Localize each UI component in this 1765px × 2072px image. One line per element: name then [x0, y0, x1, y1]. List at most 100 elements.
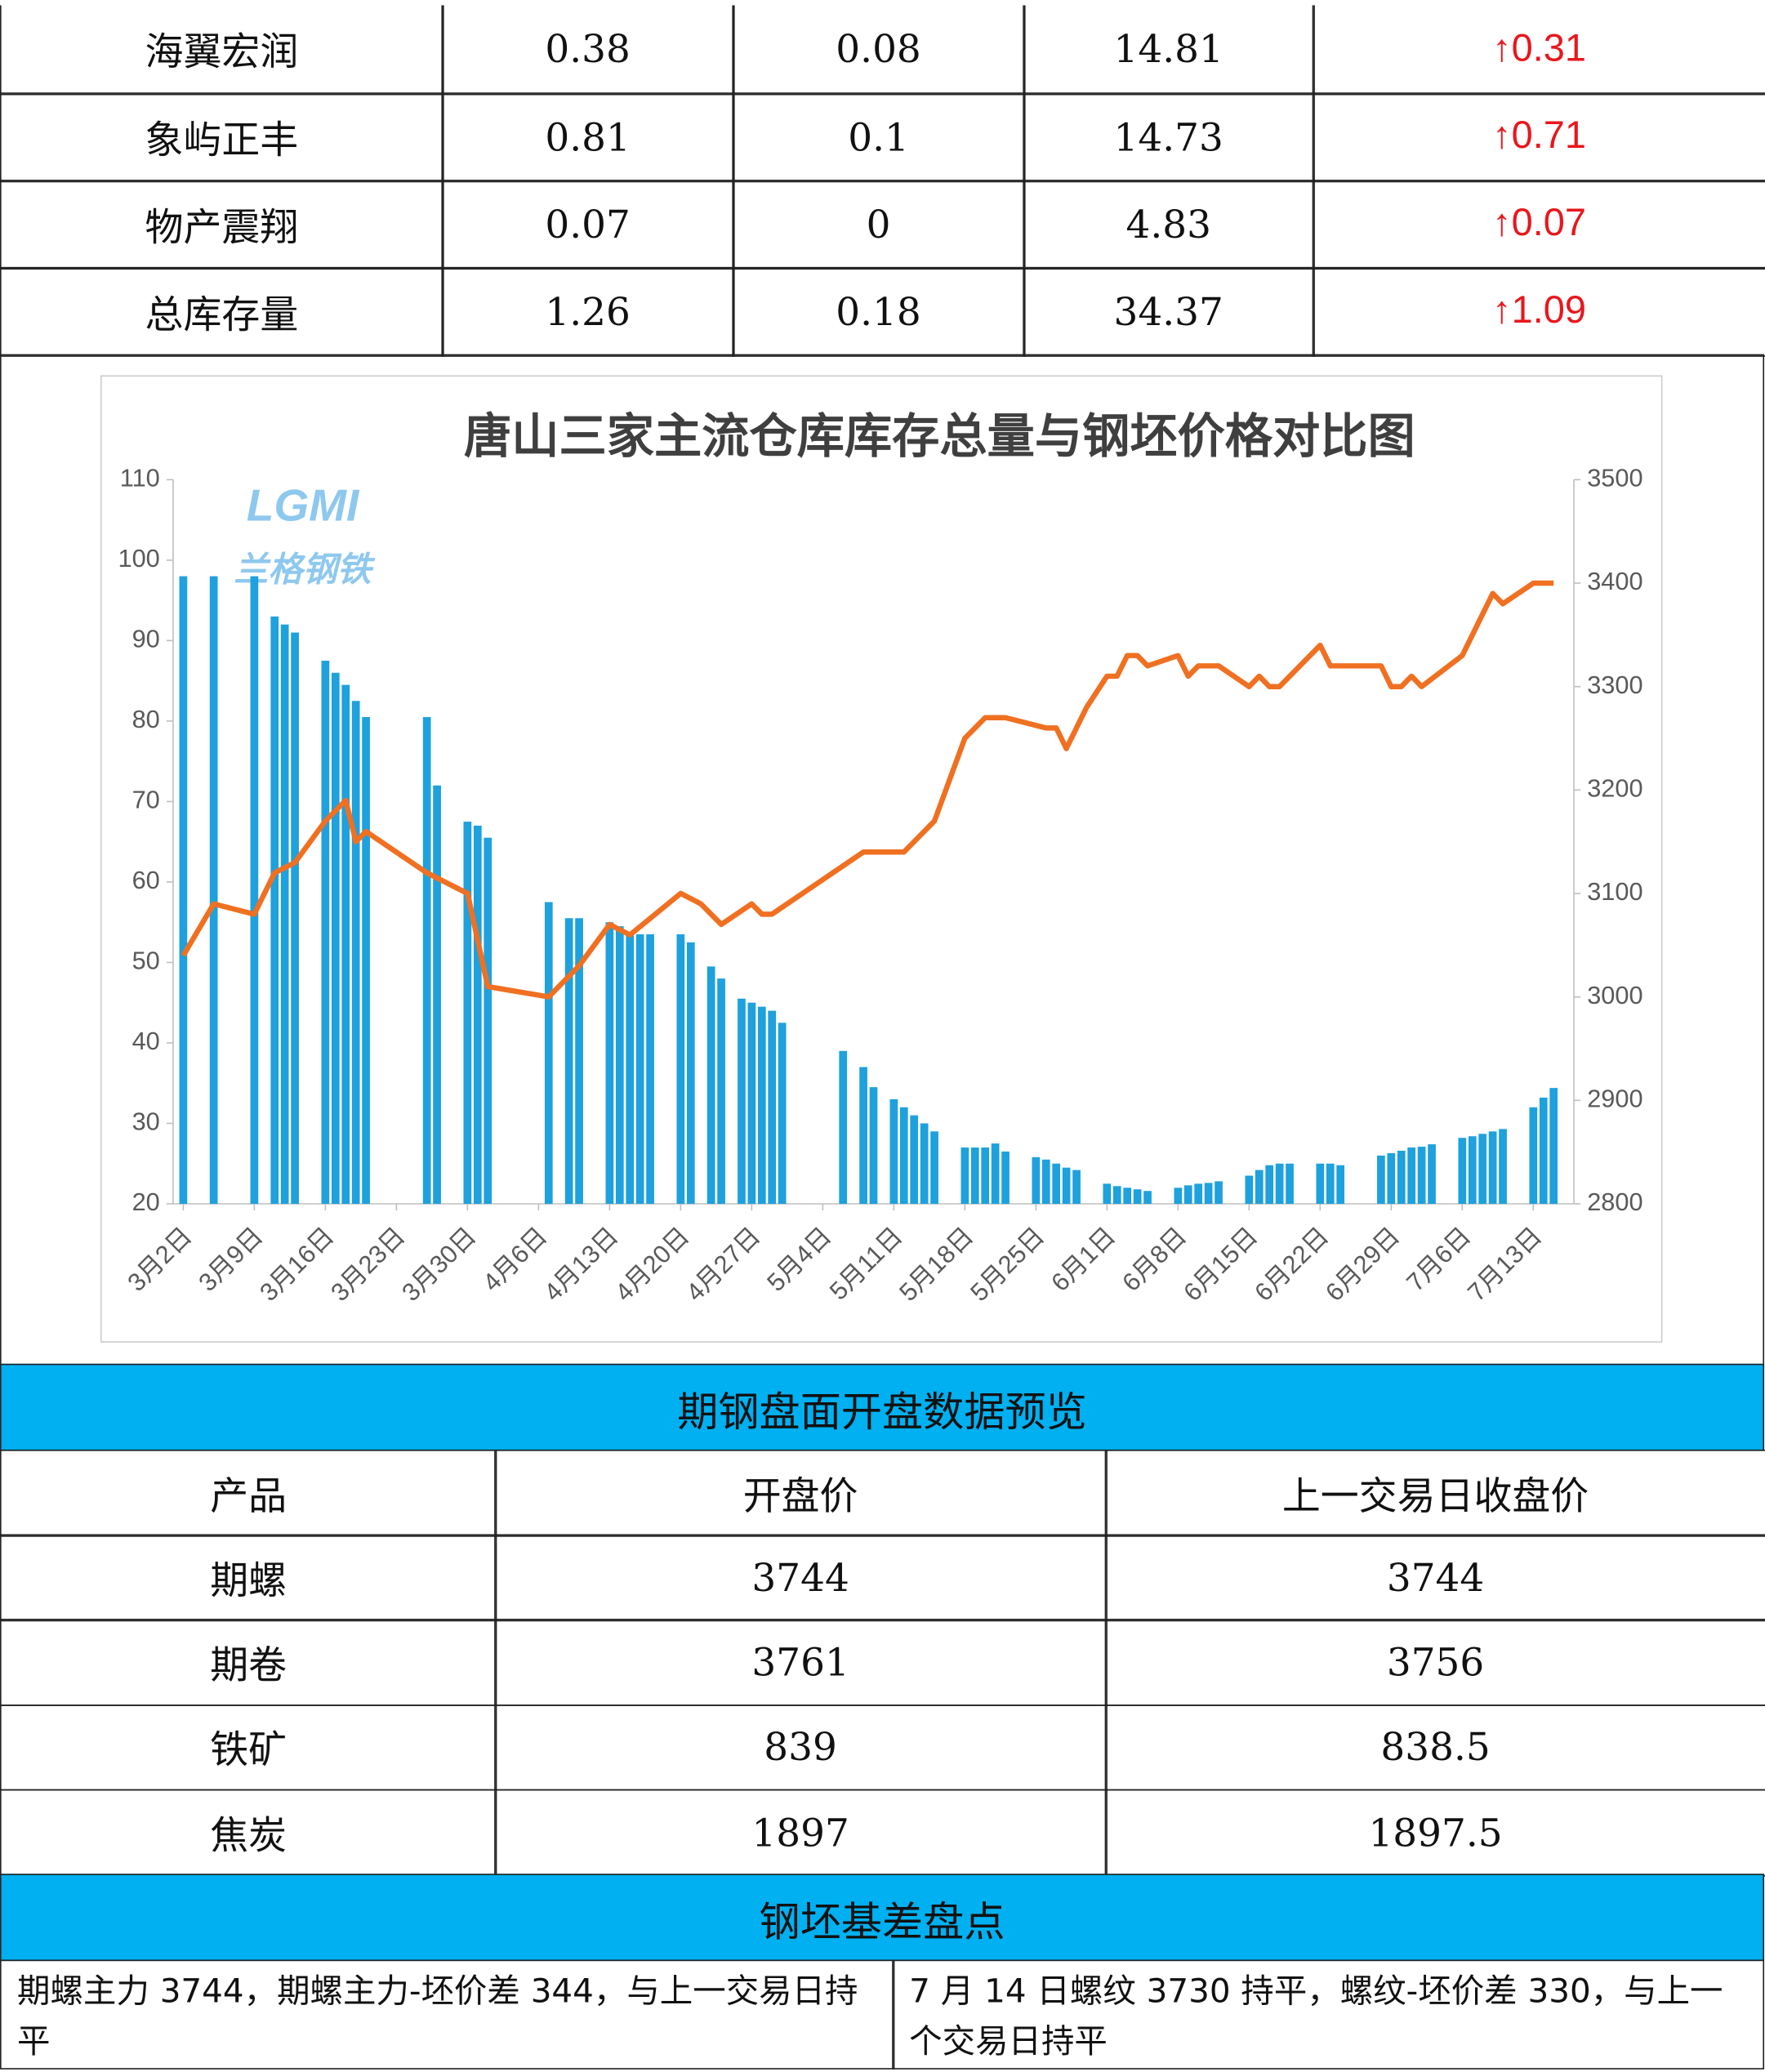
bar — [981, 1147, 990, 1204]
table-value: 3744 — [1104, 1534, 1765, 1621]
row-label: 焦炭 — [0, 1789, 497, 1876]
table-value: 0.81 — [441, 92, 734, 182]
bar — [910, 1115, 919, 1204]
bar — [575, 918, 583, 1204]
bar — [899, 1107, 908, 1204]
bar — [1052, 1163, 1061, 1204]
bar — [463, 822, 472, 1204]
table-value: 14.81 — [1023, 5, 1315, 95]
bar — [179, 576, 188, 1204]
table-value: 0 — [732, 180, 1025, 270]
bar — [321, 661, 330, 1204]
bar — [331, 672, 340, 1204]
bar — [676, 934, 685, 1204]
bar — [280, 624, 289, 1204]
row-label: 象屿正丰 — [0, 92, 443, 182]
table-value: 3756 — [1104, 1619, 1765, 1706]
bar — [362, 716, 370, 1204]
x-tick-label: 5月18日 — [894, 1222, 978, 1307]
y-tick-label: 70 — [132, 786, 160, 814]
bar — [605, 922, 614, 1204]
bar — [1377, 1155, 1385, 1204]
y-tick-label: 30 — [132, 1107, 160, 1136]
table-value: 3761 — [494, 1619, 1108, 1706]
table-value: 839 — [494, 1704, 1108, 1791]
y2-tick-label: 2800 — [1587, 1188, 1642, 1216]
bar — [1265, 1165, 1274, 1204]
bar — [768, 1010, 777, 1204]
bar — [1275, 1163, 1284, 1204]
bar — [635, 934, 644, 1204]
bar — [1103, 1183, 1112, 1204]
bar — [869, 1087, 878, 1204]
bar — [1286, 1163, 1294, 1204]
x-tick-label: 6月29日 — [1320, 1222, 1405, 1307]
change-value: ↑1.09 — [1312, 266, 1765, 357]
y-tick-label: 60 — [132, 866, 160, 894]
watermark-logo: LGMI — [247, 479, 360, 530]
chart-title: 唐山三家主流仓库库存总量与钢坯价格对比图 — [464, 408, 1415, 464]
bar — [1458, 1138, 1467, 1204]
bar — [757, 1006, 766, 1204]
bar — [991, 1143, 1000, 1204]
x-tick-label: 5月25日 — [965, 1222, 1050, 1307]
bar — [738, 998, 746, 1204]
bar — [1417, 1147, 1426, 1204]
x-tick-label: 4月27日 — [680, 1222, 765, 1307]
column-header: 开盘价 — [494, 1449, 1108, 1536]
bar — [351, 701, 360, 1204]
table-value: 0.07 — [441, 180, 734, 270]
bar — [1539, 1097, 1548, 1204]
bar — [1133, 1189, 1142, 1204]
y2-tick-label: 3100 — [1587, 877, 1642, 906]
x-tick-label: 3月16日 — [254, 1222, 339, 1307]
bar — [270, 616, 279, 1204]
bar — [706, 966, 715, 1204]
price-line — [181, 580, 1554, 1000]
row-label: 海翼宏润 — [0, 5, 443, 95]
bar — [341, 684, 350, 1204]
table-value: 0.08 — [732, 5, 1025, 95]
table-value: 0.1 — [732, 92, 1025, 182]
y2-tick-label: 3000 — [1587, 981, 1642, 1009]
y-tick-label: 90 — [132, 624, 160, 653]
bar — [1499, 1129, 1507, 1204]
bar — [1123, 1188, 1132, 1204]
bar — [250, 576, 259, 1204]
bar — [686, 942, 695, 1204]
bar — [1062, 1167, 1071, 1204]
bar — [778, 1023, 787, 1204]
bar — [960, 1147, 969, 1204]
section-heading: 期钢盘面开盘数据预览 — [0, 1363, 1765, 1451]
bar — [291, 632, 299, 1204]
section-heading: 钢坯基差盘点 — [0, 1874, 1765, 1962]
column-header: 产品 — [0, 1449, 497, 1536]
y-tick-label: 110 — [120, 463, 160, 492]
bar — [1215, 1181, 1223, 1204]
x-tick-label: 7月13日 — [1462, 1222, 1547, 1307]
row-label: 铁矿 — [0, 1704, 497, 1791]
table-value: 1.26 — [441, 266, 734, 357]
row-label: 总库存量 — [0, 266, 443, 357]
row-label: 物产震翔 — [0, 180, 443, 270]
y-tick-label: 50 — [132, 947, 160, 975]
y2-tick-label: 3500 — [1587, 463, 1642, 492]
row-label: 期卷 — [0, 1619, 497, 1706]
x-tick-label: 4月13日 — [538, 1222, 623, 1307]
bar — [544, 902, 553, 1204]
y-tick-label: 20 — [132, 1188, 160, 1216]
y-tick-label: 40 — [132, 1027, 160, 1055]
basis-note: 期螺主力 3744，期螺主力-坯价差 344，与上一交易日持平 — [0, 1959, 894, 2070]
bar — [1204, 1183, 1213, 1204]
basis-note: 7 月 14 日螺纹 3730 持平，螺纹-坯价差 330，与上一个交易日持平 — [892, 1959, 1765, 2070]
table-value: 1897.5 — [1104, 1789, 1765, 1876]
bar — [1112, 1186, 1121, 1204]
bar — [615, 926, 624, 1204]
bar — [422, 716, 431, 1204]
bar — [626, 934, 635, 1204]
change-value: ↑0.07 — [1312, 180, 1765, 270]
bar — [920, 1123, 929, 1204]
x-tick-label: 4月20日 — [609, 1222, 694, 1307]
change-value: ↑0.71 — [1312, 92, 1765, 182]
